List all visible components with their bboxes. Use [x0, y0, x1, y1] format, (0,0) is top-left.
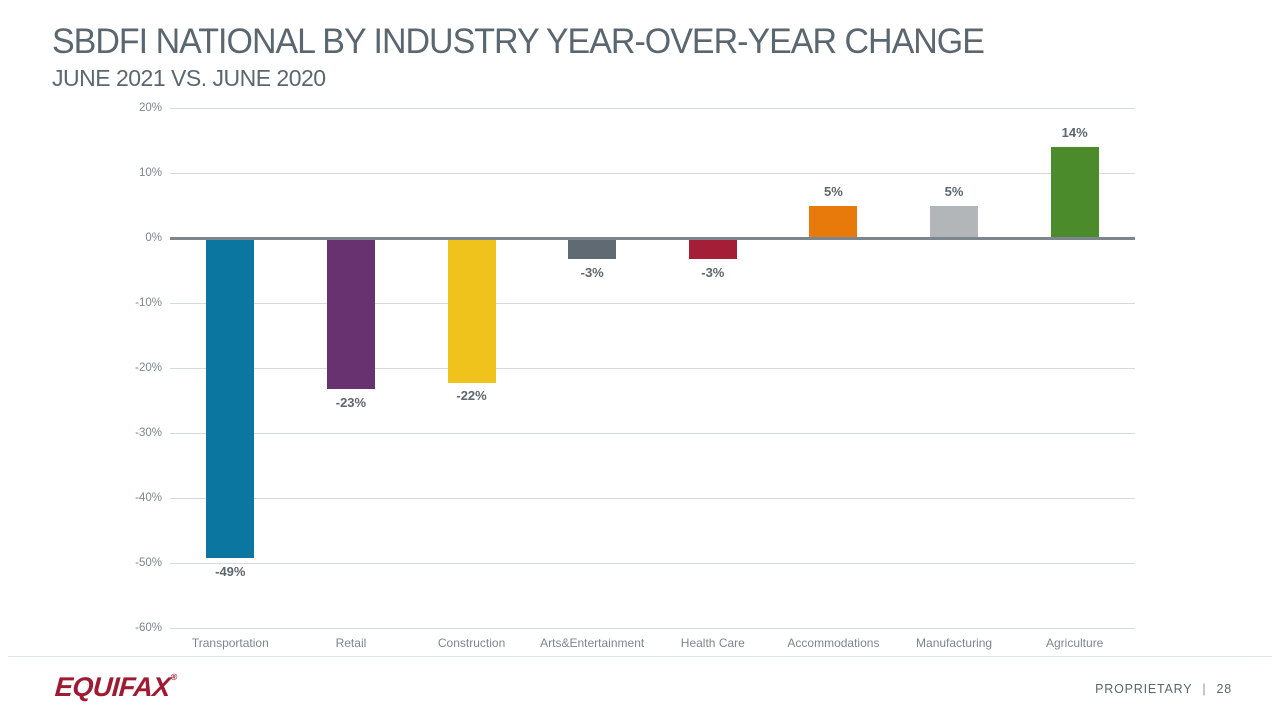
gridline: [170, 562, 1135, 564]
registered-trademark-icon: ®: [170, 672, 178, 682]
gridline: [170, 432, 1135, 434]
bar-retail: [326, 239, 375, 389]
y-axis-tick-label: -20%: [135, 362, 162, 374]
bar-agriculture: [1050, 147, 1099, 238]
y-axis-tick-label: -30%: [135, 427, 162, 439]
x-axis-category-label: Construction: [437, 636, 506, 650]
bar-value-label: -23%: [335, 394, 367, 410]
zero-axis-line: [170, 236, 1135, 240]
y-axis-tick-label: 10%: [138, 167, 162, 179]
x-axis-category-label: Transportation: [191, 636, 269, 650]
bar-value-label: 14%: [1061, 125, 1088, 140]
gridline: [170, 172, 1135, 174]
footer-divider: [8, 656, 1272, 657]
equifax-logo-text: EQUIFAX: [53, 672, 172, 702]
bar-value-label: -3%: [701, 264, 725, 280]
y-axis-tick-label: -40%: [135, 492, 162, 504]
bar-manufacturing: [930, 205, 979, 238]
bar-construction: [447, 239, 496, 383]
y-axis-tick-label: 20%: [138, 102, 162, 114]
x-axis-category-label: Health Care: [680, 636, 745, 650]
x-axis-category-label: Retail: [335, 636, 367, 650]
bar-arts-entertainment: [568, 239, 617, 259]
title-block: SBDFI NATIONAL BY INDUSTRY YEAR-OVER-YEA…: [52, 22, 1013, 92]
footer-proprietary: PROPRIETARY | 28: [1095, 682, 1232, 696]
gridline: [170, 497, 1135, 499]
y-axis-tick-label: -50%: [135, 557, 162, 569]
slide-title: SBDFI NATIONAL BY INDUSTRY YEAR-OVER-YEA…: [52, 22, 985, 61]
bar-value-label: -22%: [456, 388, 487, 403]
x-axis-category-label: Agriculture: [1046, 636, 1104, 650]
y-axis-tick-label: -10%: [135, 297, 162, 309]
x-axis-category-label: Arts&Entertainment: [540, 636, 645, 650]
bar-value-label: 5%: [824, 183, 843, 199]
gridline: [170, 302, 1135, 304]
gridline: [170, 367, 1135, 369]
slide-subtitle: JUNE 2021 VS. JUNE 2020: [52, 65, 326, 91]
bar-value-label: -49%: [215, 563, 246, 579]
bar-value-label: -3%: [580, 264, 604, 280]
y-axis-tick-label: -60%: [135, 622, 162, 634]
equifax-logo: EQUIFAX®: [54, 672, 178, 703]
y-axis-tick-label: 0%: [145, 232, 162, 244]
bar-transportation: [206, 239, 255, 558]
x-axis-category-label: Manufacturing: [916, 636, 993, 650]
footer-separator: |: [1202, 682, 1207, 696]
page-number: 28: [1216, 682, 1232, 696]
bar-value-label: 5%: [944, 183, 964, 199]
x-axis-category-label: Accommodations: [787, 636, 880, 650]
bar-accommodations: [809, 205, 858, 238]
gridline: [170, 627, 1135, 629]
proprietary-label: PROPRIETARY: [1095, 682, 1193, 696]
bar-health-care: [688, 239, 737, 259]
gridline: [170, 107, 1135, 109]
